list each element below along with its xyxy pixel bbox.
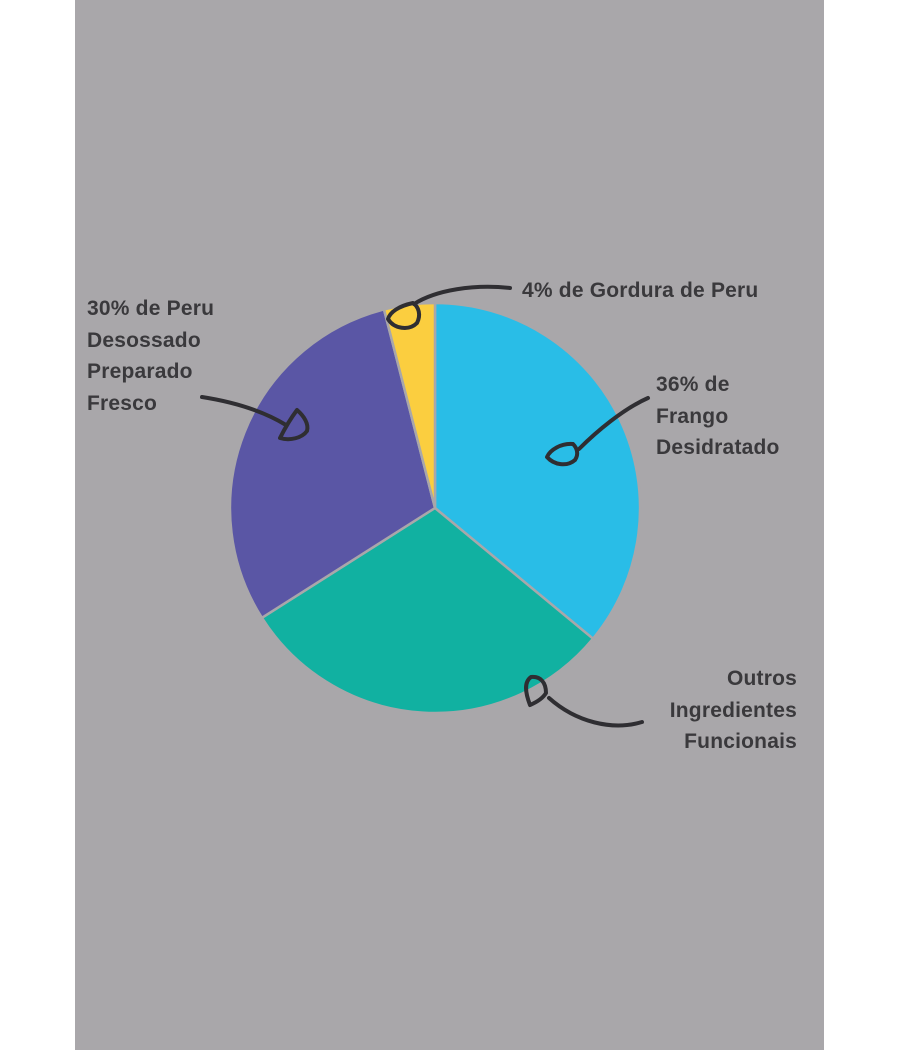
pie-slice-peru xyxy=(228,308,437,620)
pie-slice-frango xyxy=(433,301,642,640)
arrow-line-peru xyxy=(200,395,288,427)
arrow-line-outros xyxy=(547,696,644,728)
arrow-head-frango xyxy=(545,441,580,467)
label-gordura-de-peru: 4% de Gordura de Peru xyxy=(522,279,759,302)
label-outros-ingredientes: Outros Ingredientes Funcionais xyxy=(669,667,797,753)
annotation-arrows xyxy=(200,284,650,728)
label-peru-desossado: 30% de Peru Desossado Preparado Fresco xyxy=(87,297,215,415)
pie-chart xyxy=(228,301,642,715)
arrow-head-outros xyxy=(524,674,548,707)
pie-slice-outros xyxy=(260,506,595,715)
arrow-head-peru xyxy=(278,408,310,442)
arrow-line-gordura xyxy=(412,284,512,306)
arrow-line-frango xyxy=(577,396,650,451)
arrow-head-gordura xyxy=(386,301,422,330)
label-frango-desidratado: 36% de Frango Desidratado xyxy=(656,373,780,459)
